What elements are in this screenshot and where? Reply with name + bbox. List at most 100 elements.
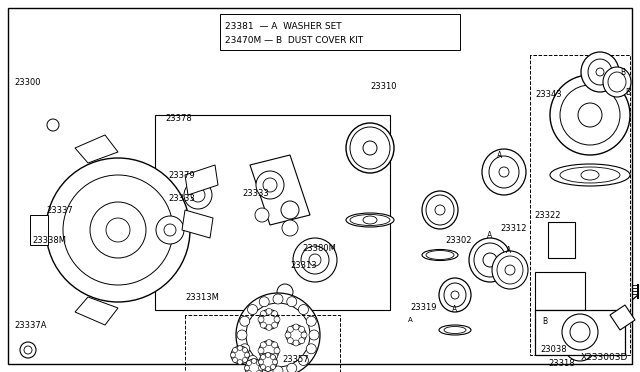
Circle shape [277,284,293,300]
Circle shape [298,305,308,315]
Text: 23038: 23038 [540,346,566,355]
Circle shape [106,218,130,242]
Circle shape [243,357,248,362]
Circle shape [259,353,277,371]
Ellipse shape [363,216,377,224]
Circle shape [20,342,36,358]
Circle shape [307,344,316,354]
Text: 23319: 23319 [410,304,436,312]
Circle shape [298,356,308,365]
Ellipse shape [499,167,509,177]
Circle shape [578,103,602,127]
Circle shape [246,360,252,366]
Circle shape [266,340,272,346]
Circle shape [184,181,212,209]
Circle shape [164,224,176,236]
Circle shape [266,324,272,330]
Ellipse shape [469,238,511,282]
Circle shape [293,324,299,330]
Ellipse shape [346,213,394,227]
Circle shape [560,85,620,145]
Text: 23318: 23318 [548,359,575,369]
Text: 23343: 23343 [535,90,562,99]
Circle shape [255,208,269,222]
Circle shape [24,346,32,354]
Ellipse shape [560,167,620,183]
Ellipse shape [596,68,604,76]
Text: 23300: 23300 [14,77,40,87]
Circle shape [271,355,275,360]
Circle shape [287,297,297,307]
Circle shape [259,359,264,365]
Circle shape [564,329,596,361]
Ellipse shape [426,195,454,225]
Circle shape [266,353,271,357]
Text: B: B [542,317,547,327]
Ellipse shape [588,59,612,85]
Circle shape [258,317,264,323]
Circle shape [571,336,589,354]
Circle shape [271,322,278,328]
Text: 23380M: 23380M [302,244,336,253]
Circle shape [287,338,293,344]
Circle shape [252,359,257,363]
Circle shape [271,353,278,359]
Ellipse shape [350,127,390,169]
Circle shape [244,353,250,357]
Text: 23312: 23312 [500,224,527,232]
Circle shape [309,254,321,266]
Circle shape [156,216,184,244]
Circle shape [243,347,248,353]
Circle shape [271,311,278,317]
Circle shape [260,311,266,317]
Circle shape [271,365,275,369]
Text: A: A [408,317,413,323]
Text: 23313M: 23313M [185,294,219,302]
Circle shape [562,314,598,350]
Polygon shape [182,210,213,238]
Ellipse shape [346,123,394,173]
Circle shape [287,363,297,372]
Circle shape [271,342,278,348]
Ellipse shape [489,156,519,188]
Circle shape [309,330,319,340]
Ellipse shape [581,170,599,180]
Text: 23357: 23357 [282,356,308,365]
Polygon shape [610,305,635,330]
Polygon shape [535,310,625,355]
Circle shape [257,360,262,366]
Circle shape [260,322,266,328]
Ellipse shape [492,251,528,289]
Circle shape [266,356,272,362]
Ellipse shape [482,149,526,195]
Circle shape [231,346,249,364]
Text: A: A [452,305,458,314]
Circle shape [237,330,247,340]
Circle shape [260,355,266,360]
Ellipse shape [439,278,471,312]
Circle shape [256,171,284,199]
Text: A: A [488,231,493,240]
Ellipse shape [444,283,466,307]
Circle shape [46,158,190,302]
Circle shape [273,366,283,372]
Polygon shape [185,165,218,195]
Text: 23378: 23378 [165,113,192,122]
Ellipse shape [439,325,471,335]
Polygon shape [75,297,118,325]
Ellipse shape [363,141,377,155]
Ellipse shape [350,215,390,225]
Text: 23310: 23310 [370,81,397,90]
Ellipse shape [505,265,515,275]
Circle shape [240,344,250,354]
Polygon shape [220,14,460,50]
Text: A: A [497,151,502,160]
Circle shape [244,366,250,371]
Circle shape [245,359,263,372]
Circle shape [248,305,257,315]
Polygon shape [155,115,390,310]
Circle shape [266,308,272,314]
Circle shape [240,316,250,326]
Circle shape [237,346,243,350]
Text: B: B [625,87,630,96]
